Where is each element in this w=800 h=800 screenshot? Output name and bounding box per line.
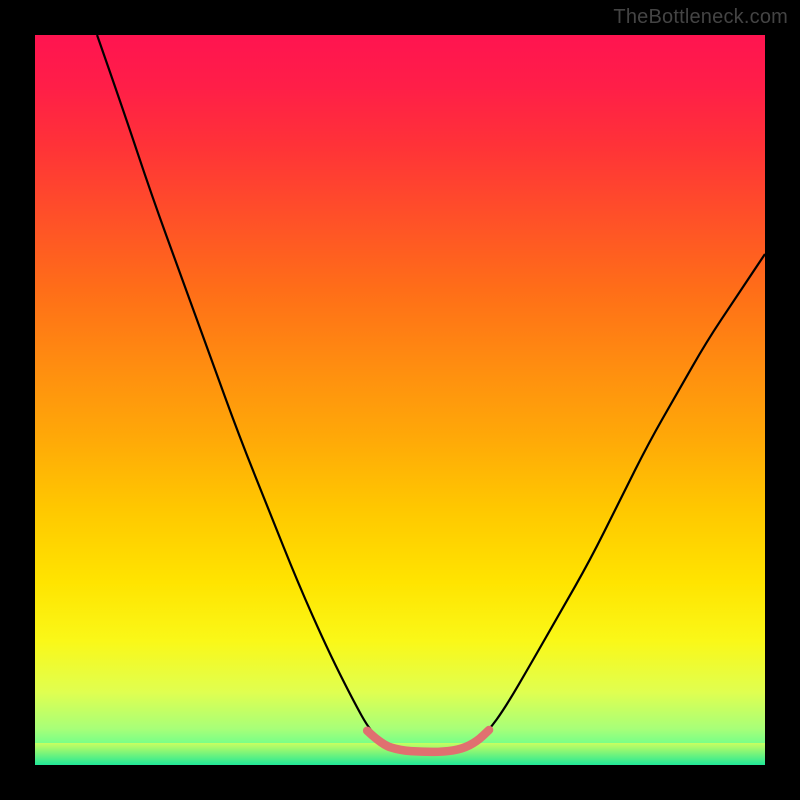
plot-area [35,35,765,765]
curve-layer [35,35,765,765]
pink-bottom-segment [367,730,489,752]
chart-container: TheBottleneck.com [0,0,800,800]
watermark-text: TheBottleneck.com [613,6,788,29]
v-curve [97,35,765,750]
